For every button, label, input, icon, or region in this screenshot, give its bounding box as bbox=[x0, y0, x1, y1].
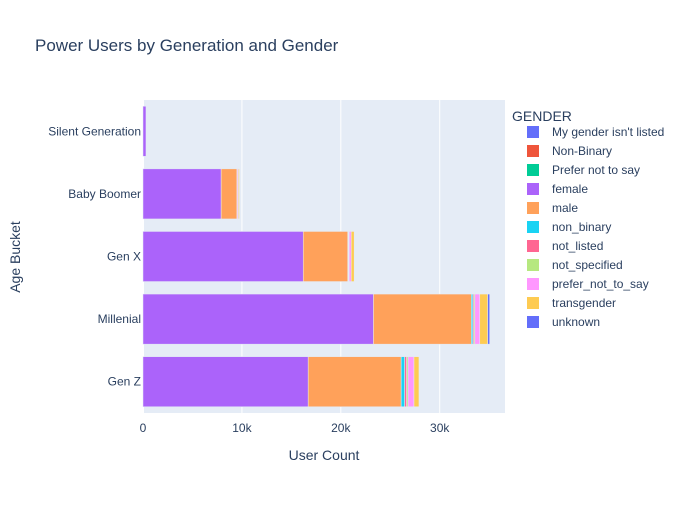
bar-segment bbox=[308, 357, 401, 407]
bar-segment bbox=[143, 169, 221, 219]
legend-title: GENDER bbox=[512, 108, 572, 124]
legend-label: prefer_not_to_say bbox=[552, 277, 649, 291]
legend-label: not_specified bbox=[552, 258, 623, 272]
legend-label: Non-Binary bbox=[552, 144, 612, 158]
y-tick-label: Millenial bbox=[98, 312, 141, 326]
chart-title: Power Users by Generation and Gender bbox=[35, 36, 339, 55]
legend-label: transgender bbox=[552, 296, 616, 310]
bar-segment bbox=[488, 294, 490, 344]
legend-swatch bbox=[527, 297, 539, 309]
x-tick-label: 10k bbox=[232, 421, 252, 435]
legend-label: unknown bbox=[552, 315, 600, 329]
legend-swatch bbox=[527, 278, 539, 290]
y-tick-label: Silent Generation bbox=[48, 124, 141, 138]
x-axis-title: User Count bbox=[289, 447, 360, 463]
x-tick-label: 20k bbox=[331, 421, 351, 435]
legend-swatch bbox=[527, 145, 539, 157]
legend-label: My gender isn't listed bbox=[552, 125, 664, 139]
legend-label: Prefer not to say bbox=[552, 163, 640, 177]
bar-segment bbox=[221, 169, 237, 219]
bar-segment bbox=[408, 357, 414, 407]
bar-segment bbox=[351, 231, 354, 281]
x-tick-label: 0 bbox=[140, 421, 147, 435]
bar-segment bbox=[349, 231, 351, 281]
bar-segment bbox=[373, 294, 471, 344]
bar-segment bbox=[401, 357, 404, 407]
y-tick-label: Gen X bbox=[107, 250, 141, 264]
bar-segment bbox=[303, 231, 348, 281]
legend-label: male bbox=[552, 201, 578, 215]
legend-swatch bbox=[527, 259, 539, 271]
bar-segment bbox=[143, 106, 146, 156]
bar-segment bbox=[475, 294, 480, 344]
legend-label: female bbox=[552, 182, 588, 196]
bar-segment bbox=[143, 231, 303, 281]
legend-label: not_listed bbox=[552, 239, 603, 253]
legend-swatch bbox=[527, 316, 539, 328]
legend-swatch bbox=[527, 164, 539, 176]
legend-swatch bbox=[527, 126, 539, 138]
bar-segment bbox=[480, 294, 488, 344]
bar-segment bbox=[143, 294, 373, 344]
bar-segment bbox=[143, 357, 308, 407]
legend-swatch bbox=[527, 202, 539, 214]
legend-label: non_binary bbox=[552, 220, 611, 234]
legend-swatch bbox=[527, 221, 539, 233]
x-tick-label: 30k bbox=[430, 421, 450, 435]
bar-segment bbox=[405, 357, 407, 407]
bar-segment bbox=[238, 169, 239, 219]
y-tick-label: Baby Boomer bbox=[68, 187, 141, 201]
legend-swatch bbox=[527, 183, 539, 195]
y-axis-title: Age Bucket bbox=[7, 221, 23, 293]
bar-segment bbox=[414, 357, 419, 407]
legend-swatch bbox=[527, 240, 539, 252]
y-tick-label: Gen Z bbox=[108, 375, 141, 389]
